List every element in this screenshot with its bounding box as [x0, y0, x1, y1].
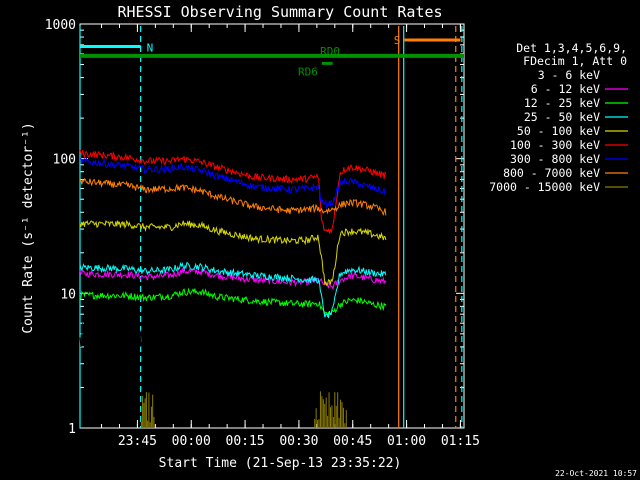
legend-label: 300 - 800 keV: [510, 152, 600, 166]
legend-label: 12 - 25 keV: [524, 96, 600, 110]
flag-label-rd0: RD0: [320, 45, 340, 58]
x-axis-label: Start Time (21-Sep-13 23:35:22): [159, 456, 402, 471]
x-tick-label: 23:45: [118, 434, 157, 449]
x-tick-label: 00:15: [226, 434, 265, 449]
flag-label-s: S: [394, 34, 401, 47]
legend-label: 7000 - 15000 keV: [489, 180, 600, 194]
footer-date: 22-Oct-2021 10:57: [555, 469, 637, 478]
series-line-2: [79, 267, 387, 291]
legend-label: 50 - 100 keV: [517, 124, 600, 138]
y-tick-label: 1000: [45, 18, 76, 33]
series-line-4: [79, 261, 387, 319]
flag-label-rd6: RD6: [298, 65, 318, 78]
series-group: [79, 149, 387, 428]
y-axis-label: Count Rate (s⁻¹ detector⁻¹): [21, 122, 36, 333]
legend-label: 6 - 12 keV: [531, 82, 600, 96]
x-tick-label: 00:30: [279, 434, 318, 449]
x-tick-label: 01:15: [441, 434, 480, 449]
series-line-1: [79, 316, 387, 359]
legend-header-line-1: Det 1,3,4,5,6,9,: [516, 41, 627, 55]
series-line-7: [79, 156, 387, 210]
series-line-3: [79, 287, 387, 317]
legend-label: 800 - 7000 keV: [503, 166, 600, 180]
series-line-5: [79, 219, 387, 287]
flag-label-n: N: [147, 42, 154, 55]
x-tick-label: 00:00: [172, 434, 211, 449]
series-line-8: [79, 178, 387, 216]
legend-header-line-2: FDecim 1, Att 0: [523, 54, 627, 68]
x-tick-label: 01:00: [387, 434, 426, 449]
legend-label: 3 - 6 keV: [538, 68, 600, 82]
legend-label: 25 - 50 keV: [524, 110, 600, 124]
y-tick-label: 10: [60, 287, 76, 302]
y-tick-label: 1: [68, 422, 76, 437]
x-tick-label: 00:45: [333, 434, 372, 449]
legend-label: 100 - 300 keV: [510, 138, 600, 152]
y-tick-label: 100: [53, 153, 76, 168]
chart-title: RHESSI Observing Summary Count Rates: [117, 3, 442, 21]
